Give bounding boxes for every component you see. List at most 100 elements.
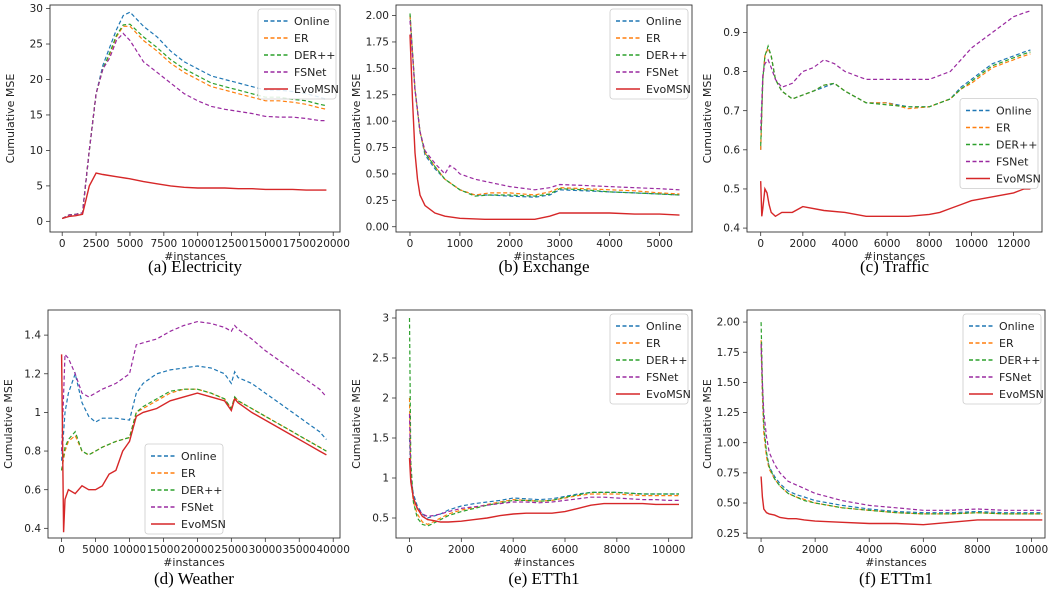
- x-tick-label: 1000: [447, 238, 474, 250]
- y-tick-label: 0.4: [24, 523, 41, 535]
- x-tick-label: 10000: [955, 238, 988, 250]
- y-tick-label: 0.6: [24, 484, 41, 496]
- y-tick-label: 1: [382, 473, 389, 485]
- y-tick-label: 0.4: [723, 223, 740, 235]
- x-tick-label: 5000: [117, 238, 144, 250]
- legend-label-er: ER: [646, 32, 661, 45]
- series-line-online: [61, 11, 327, 220]
- series-line-online: [760, 346, 1043, 514]
- x-tick-label: 20000: [181, 544, 214, 556]
- x-tick-label: 0: [757, 238, 764, 250]
- chart-panel-traffic: 0 2000 4000 6000 8000 10000 12000 0.4 0.5 0.6 0.7 0…: [700, 0, 1051, 290]
- y-tick-label: 1.4: [24, 330, 41, 342]
- legend-label-evomsn: EvoMSN: [996, 173, 1041, 186]
- y-tick-label: 1.75: [717, 347, 740, 359]
- y-tick-label: 20: [30, 74, 43, 86]
- chart-panel-etth1: 0 2000 4000 6000 8000 10000 0.5 1 1.5 2 2.5 3 #insta…: [350, 300, 700, 598]
- y-tick-label: 1.00: [366, 116, 389, 128]
- y-tick-label: 0.75: [717, 467, 740, 479]
- series-line-er: [409, 15, 680, 196]
- y-tick-label: 1.25: [717, 407, 740, 419]
- legend-label-derplusplus: DER++: [646, 49, 688, 62]
- y-tick-label: 0.25: [717, 528, 740, 540]
- y-tick-label: 1.00: [717, 437, 740, 449]
- figure-caption: (d) Weather: [154, 569, 234, 588]
- chart-etth1: 0 2000 4000 6000 8000 10000 0.5 1 1.5 2 2.5 3 #insta…: [350, 309, 693, 588]
- x-tick-label: 3000: [546, 238, 573, 250]
- y-tick-label: 0.8: [723, 66, 740, 78]
- series-line-derplusplus: [408, 317, 679, 527]
- x-tick-label: 4000: [500, 544, 527, 556]
- legend-label-er: ER: [999, 337, 1014, 350]
- legend-label-fsnet: FSNet: [996, 156, 1029, 169]
- legend-label-fsnet: FSNet: [646, 371, 679, 384]
- x-tick-label: 2000: [789, 238, 816, 250]
- x-tick-label: 2000: [802, 544, 829, 556]
- legend-label-online: Online: [646, 15, 682, 28]
- y-tick-label: 2.00: [717, 317, 740, 329]
- legend-label-fsnet: FSNet: [181, 501, 214, 514]
- legend-box: [144, 443, 224, 535]
- x-tick-label: 0: [758, 544, 765, 556]
- x-tick-label: 7500: [150, 238, 177, 250]
- legend-label-derplusplus: DER++: [999, 354, 1041, 367]
- series-line-online: [409, 15, 680, 198]
- chart-electricity: 0 2500 5000 7500 10000 12500 15000 17500 20000 0 5…: [4, 3, 350, 276]
- legend-label-evomsn: EvoMSN: [999, 388, 1044, 401]
- x-tick-label: 20000: [317, 238, 350, 250]
- legend-box: [257, 8, 337, 100]
- x-tick-label: 10000: [113, 544, 146, 556]
- x-tick-label: 12500: [215, 238, 248, 250]
- x-axis-label: #instances: [513, 556, 575, 569]
- x-tick-label: 35000: [283, 544, 316, 556]
- y-tick-label: 0.5: [372, 513, 389, 525]
- x-tick-label: 30000: [249, 544, 282, 556]
- x-tick-label: 8000: [964, 544, 991, 556]
- x-axis-label: #instances: [163, 556, 225, 569]
- y-tick-label: 2.00: [366, 10, 389, 22]
- x-tick-label: 4000: [832, 238, 859, 250]
- y-tick-label: 0: [36, 216, 43, 228]
- x-tick-label: 10000: [181, 238, 214, 250]
- series-line-derplusplus: [409, 13, 680, 197]
- series-group: [760, 322, 1043, 526]
- y-axis-label: Cumulative MSE: [350, 74, 363, 164]
- legend-label-derplusplus: DER++: [996, 139, 1038, 152]
- x-tick-label: 40000: [317, 544, 350, 556]
- x-tick-label: 0: [59, 238, 66, 250]
- y-tick-label: 1.5: [372, 433, 389, 445]
- figure-caption: (f) ETTm1: [859, 569, 933, 588]
- y-tick-label: 1.50: [366, 63, 389, 75]
- chart-ettm1: 0 2000 4000 6000 8000 10000 0.25 0.50 0.75 1.00 1.…: [701, 309, 1048, 588]
- x-tick-label: 12000: [997, 238, 1030, 250]
- legend-label-fsnet: FSNet: [999, 371, 1032, 384]
- y-tick-label: 0.7: [723, 105, 740, 117]
- x-tick-label: 0: [406, 544, 413, 556]
- series-group: [760, 10, 1031, 218]
- y-tick-label: 15: [30, 110, 43, 122]
- y-tick-label: 30: [30, 3, 43, 15]
- series-line-fsnet: [408, 413, 679, 518]
- x-tick-label: 6000: [552, 544, 579, 556]
- legend-label-online: Online: [999, 320, 1035, 333]
- y-tick-label: 0.8: [24, 446, 41, 458]
- x-tick-label: 2500: [83, 238, 110, 250]
- legend-label-derplusplus: DER++: [294, 49, 336, 62]
- legend-label-online: Online: [996, 105, 1032, 118]
- legend-label-er: ER: [181, 467, 196, 480]
- series-group: [60, 320, 327, 533]
- series-line-fsnet: [61, 32, 327, 220]
- figure-caption: (c) Traffic: [860, 257, 930, 276]
- x-tick-label: 0: [407, 238, 414, 250]
- legend-label-er: ER: [996, 122, 1011, 135]
- series-group: [409, 13, 680, 221]
- y-axis-label: Cumulative MSE: [4, 74, 17, 164]
- x-tick-label: 17500: [283, 238, 316, 250]
- legend-label-evomsn: EvoMSN: [181, 518, 226, 531]
- y-tick-label: 1.75: [366, 37, 389, 49]
- x-tick-label: 5000: [82, 544, 109, 556]
- y-tick-label: 3: [382, 313, 389, 325]
- legend-box: [962, 313, 1042, 405]
- series-line-evomsn: [409, 34, 680, 221]
- figure-caption: (e) ETTh1: [508, 569, 579, 588]
